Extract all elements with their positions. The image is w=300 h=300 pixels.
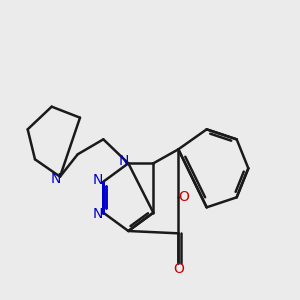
Text: N: N xyxy=(93,173,103,187)
Text: O: O xyxy=(178,190,189,204)
Text: N: N xyxy=(93,207,103,221)
Text: N: N xyxy=(118,154,129,168)
Text: N: N xyxy=(50,172,61,186)
Text: O: O xyxy=(173,262,184,276)
